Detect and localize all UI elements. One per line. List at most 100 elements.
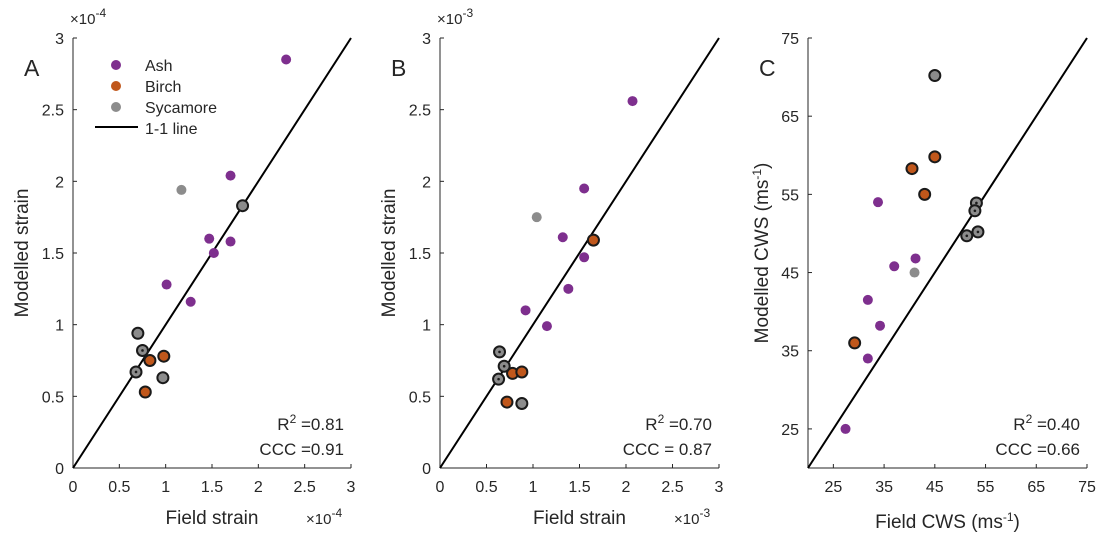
y-tick-label: 1	[422, 318, 431, 335]
series-ash	[520, 96, 638, 332]
y-tick-label: 25	[781, 422, 799, 439]
panel-label: A	[24, 55, 40, 81]
data-point-ash	[161, 279, 172, 290]
data-point-birch	[586, 233, 600, 247]
r-squared-label-part-0: R	[645, 415, 657, 434]
data-point-sycamore	[156, 371, 170, 385]
data-point-birch	[515, 365, 529, 379]
x-tick-label: 65	[1027, 479, 1045, 496]
y-tick-label: 2.5	[42, 103, 64, 120]
x-tick-label: 0	[436, 479, 445, 496]
x-exponent-label-part-1: -4	[331, 506, 342, 520]
legend-marker-sycamore	[111, 102, 121, 112]
y-tick-label: 2	[55, 174, 64, 191]
x-tick-label: 1.5	[568, 479, 590, 496]
y-axis-label-part-2: )	[752, 163, 773, 169]
data-point-birch	[500, 395, 514, 409]
data-point-ash	[889, 261, 900, 272]
data-point-center-dot	[976, 230, 980, 234]
panel-label: B	[391, 55, 406, 81]
x-tick-label: 2	[254, 479, 263, 496]
data-point-ash	[541, 321, 552, 332]
r-squared-label-part-1: 2	[290, 412, 297, 426]
y-tick-label: 0.5	[42, 389, 64, 406]
data-point-ash	[875, 320, 886, 331]
data-point-ash	[910, 253, 921, 264]
y-exponent-label: ×10-3	[437, 6, 473, 28]
r-squared-label: R2 =0.81	[277, 412, 344, 434]
x-tick-label: 3	[715, 479, 724, 496]
one-to-one-line	[807, 37, 1088, 469]
x-tick-label: 1.5	[201, 479, 223, 496]
ccc-label: CCC =0.66	[995, 440, 1080, 459]
data-point-sycamore	[131, 326, 145, 340]
y-tick-label: 3	[422, 31, 431, 48]
legend-label: Birch	[145, 79, 181, 96]
y-tick-label: 65	[781, 109, 799, 126]
data-point-sycamore	[236, 199, 250, 213]
data-point-ash	[204, 233, 215, 244]
data-point-ash	[862, 353, 873, 364]
legend-label: Ash	[145, 58, 173, 75]
x-tick-label: 35	[875, 479, 893, 496]
y-tick-label: 1.5	[409, 246, 431, 263]
y-tick-label: 3	[55, 31, 64, 48]
chart-panels: 0 0.5 1 1.5 2 2.5 300.511.522.53×10-4×10-4Fiel…	[12, 6, 1096, 533]
legend-marker-ash	[111, 60, 121, 70]
x-tick-label: 2.5	[294, 479, 316, 496]
data-point-center-dot	[134, 370, 138, 374]
r-squared-label-part-2: =0.70	[664, 415, 712, 434]
data-point-ash	[579, 183, 590, 194]
x-tick-label: 1	[529, 479, 538, 496]
data-point-ash	[579, 252, 590, 263]
y-tick-label: 0	[422, 461, 431, 478]
r-squared-label-part-2: =0.81	[296, 415, 344, 434]
x-axis-label-part-1: -1	[1003, 510, 1014, 524]
data-point-birch	[928, 150, 942, 164]
legend-marker-birch	[111, 81, 121, 91]
legend: Ash Birch Sycamore 1-1 line	[95, 58, 217, 138]
panel-b: 0 0.5 1 1.5 2 2.5 300.511.522.53×10-3×10-3Fiel…	[379, 6, 724, 529]
y-axis-label-part-0: Modelled strain	[379, 189, 400, 318]
data-point-center-dot	[965, 234, 969, 238]
y-exponent-label: ×10-4	[70, 6, 106, 28]
legend-label: 1-1 line	[145, 121, 198, 138]
r-squared-label: R2 =0.70	[645, 412, 712, 434]
y-axis-label: Modelled strain	[379, 189, 400, 318]
x-tick-label: 45	[926, 479, 944, 496]
r-squared-label-part-2: =0.40	[1032, 415, 1080, 434]
ccc-label: CCC =0.91	[259, 440, 344, 459]
series-birch	[138, 349, 171, 399]
data-point-ash	[225, 170, 236, 181]
y-exponent-label-part-0: ×10	[437, 11, 462, 28]
data-point-birch	[157, 349, 171, 363]
x-exponent-label-part-0: ×10	[674, 511, 699, 528]
series-birch	[500, 233, 600, 409]
data-point-sycamore	[531, 212, 542, 223]
x-tick-label: 3	[347, 479, 356, 496]
data-point-center-dot	[975, 201, 978, 205]
y-axis-label-part-1: -1	[750, 169, 764, 180]
x-exponent-label: ×10-4	[306, 506, 342, 528]
data-point-ash	[862, 294, 873, 305]
data-point-ash	[225, 236, 236, 247]
x-tick-label: 0.5	[475, 479, 497, 496]
x-axis-label-part-0: Field strain	[533, 508, 626, 529]
data-point-ash	[873, 197, 884, 208]
y-exponent-label-part-1: -4	[95, 6, 106, 20]
y-tick-label: 2	[422, 174, 431, 191]
x-axis-label: Field CWS (ms-1)	[875, 510, 1020, 533]
series-sycamore	[129, 184, 250, 385]
data-point-birch	[905, 162, 919, 176]
x-axis-label: Field strain	[166, 508, 259, 529]
data-point-ash	[840, 423, 851, 434]
series-ash	[161, 54, 292, 307]
legend-label: Sycamore	[145, 100, 217, 117]
r-squared-label-part-0: R	[277, 415, 289, 434]
data-point-ash	[557, 232, 568, 243]
one-to-one-line	[439, 37, 720, 469]
x-exponent-label: ×10-3	[674, 506, 710, 528]
data-point-sycamore	[909, 267, 920, 278]
panel-label: C	[759, 55, 776, 81]
